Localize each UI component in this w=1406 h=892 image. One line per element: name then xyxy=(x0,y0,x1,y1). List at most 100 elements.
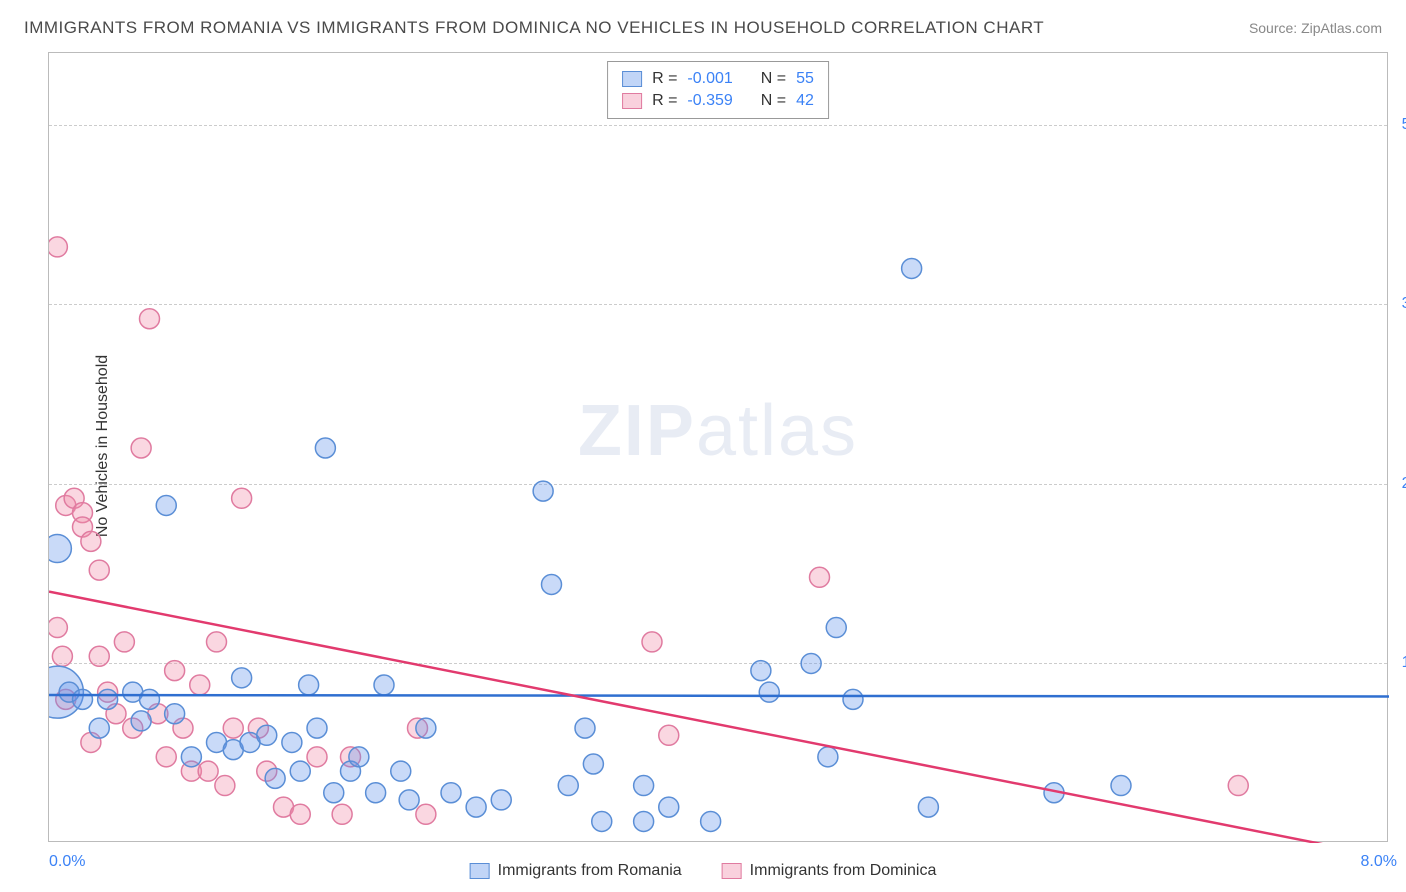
trend-line-romania xyxy=(49,695,1389,696)
data-point-romania xyxy=(290,761,310,781)
data-point-romania xyxy=(374,675,394,695)
data-point-dominica xyxy=(332,804,352,824)
data-point-romania xyxy=(265,768,285,788)
source-prefix: Source: xyxy=(1249,20,1301,36)
data-point-dominica xyxy=(207,632,227,652)
y-tick-label: 12.5% xyxy=(1402,654,1406,672)
data-point-dominica xyxy=(1228,776,1248,796)
data-point-dominica xyxy=(223,718,243,738)
data-point-romania xyxy=(299,675,319,695)
series-legend: Immigrants from Romania Immigrants from … xyxy=(470,862,937,880)
y-tick-label: 25.0% xyxy=(1402,475,1406,493)
data-point-dominica xyxy=(198,761,218,781)
trend-line-dominica xyxy=(49,592,1389,843)
data-point-romania xyxy=(826,618,846,638)
data-point-dominica xyxy=(49,237,67,257)
data-point-romania xyxy=(759,682,779,702)
data-point-romania xyxy=(441,783,461,803)
data-point-dominica xyxy=(81,531,101,551)
source-attribution: Source: ZipAtlas.com xyxy=(1249,20,1382,36)
data-point-romania xyxy=(634,776,654,796)
data-point-romania xyxy=(533,481,553,501)
data-point-dominica xyxy=(307,747,327,767)
data-point-romania xyxy=(542,574,562,594)
data-point-romania xyxy=(257,725,277,745)
stats-legend: R = -0.001 N = 55 R = -0.359 N = 42 xyxy=(607,61,829,119)
r-label: R = xyxy=(652,90,677,112)
data-point-dominica xyxy=(140,309,160,329)
data-point-romania xyxy=(1111,776,1131,796)
data-point-romania xyxy=(399,790,419,810)
data-point-dominica xyxy=(232,488,252,508)
data-point-romania xyxy=(181,747,201,767)
data-point-romania xyxy=(165,704,185,724)
legend-item-dominica: Immigrants from Dominica xyxy=(722,862,937,880)
data-point-romania xyxy=(491,790,511,810)
data-point-romania xyxy=(232,668,252,688)
data-point-dominica xyxy=(131,438,151,458)
data-point-romania xyxy=(843,689,863,709)
data-point-romania xyxy=(282,732,302,752)
n-value-romania: 55 xyxy=(796,68,814,90)
data-point-romania xyxy=(659,797,679,817)
data-point-dominica xyxy=(290,804,310,824)
data-point-romania xyxy=(466,797,486,817)
data-point-romania xyxy=(324,783,344,803)
data-point-dominica xyxy=(215,776,235,796)
data-point-romania xyxy=(315,438,335,458)
y-tick-label: 50.0% xyxy=(1402,116,1406,134)
scatter-chart xyxy=(49,53,1389,843)
x-axis-max-label: 8.0% xyxy=(1361,853,1397,871)
data-point-dominica xyxy=(89,560,109,580)
legend-label-romania: Immigrants from Romania xyxy=(498,862,682,880)
data-point-romania xyxy=(73,689,93,709)
n-label: N = xyxy=(761,90,786,112)
data-point-dominica xyxy=(89,646,109,666)
swatch-dominica xyxy=(722,863,742,879)
data-point-dominica xyxy=(165,661,185,681)
y-tick-label: 37.5% xyxy=(1402,295,1406,313)
data-point-romania xyxy=(366,783,386,803)
data-point-romania xyxy=(391,761,411,781)
swatch-dominica xyxy=(622,93,642,109)
data-point-romania xyxy=(349,747,369,767)
data-point-romania xyxy=(558,776,578,796)
data-point-romania xyxy=(634,811,654,831)
data-point-romania xyxy=(592,811,612,831)
r-value-romania: -0.001 xyxy=(687,68,732,90)
data-point-romania xyxy=(701,811,721,831)
n-label: N = xyxy=(761,68,786,90)
data-point-romania xyxy=(416,718,436,738)
data-point-romania xyxy=(583,754,603,774)
data-point-romania xyxy=(818,747,838,767)
data-point-romania xyxy=(307,718,327,738)
data-point-dominica xyxy=(190,675,210,695)
swatch-romania xyxy=(470,863,490,879)
data-point-dominica xyxy=(416,804,436,824)
source-link[interactable]: ZipAtlas.com xyxy=(1301,20,1382,36)
stats-row-dominica: R = -0.359 N = 42 xyxy=(622,90,814,112)
x-axis-min-label: 0.0% xyxy=(49,853,85,871)
data-point-dominica xyxy=(156,747,176,767)
data-point-romania xyxy=(98,689,118,709)
data-point-dominica xyxy=(52,646,72,666)
data-point-romania xyxy=(751,661,771,681)
data-point-dominica xyxy=(810,567,830,587)
data-point-romania xyxy=(801,653,821,673)
legend-label-dominica: Immigrants from Dominica xyxy=(750,862,937,880)
n-value-dominica: 42 xyxy=(796,90,814,112)
data-point-dominica xyxy=(659,725,679,745)
data-point-romania xyxy=(89,718,109,738)
swatch-romania xyxy=(622,71,642,87)
chart-title: IMMIGRANTS FROM ROMANIA VS IMMIGRANTS FR… xyxy=(24,18,1044,38)
data-point-dominica xyxy=(114,632,134,652)
r-label: R = xyxy=(652,68,677,90)
data-point-dominica xyxy=(642,632,662,652)
r-value-dominica: -0.359 xyxy=(687,90,732,112)
data-point-romania xyxy=(140,689,160,709)
data-point-romania xyxy=(575,718,595,738)
data-point-romania xyxy=(49,535,71,563)
data-point-romania xyxy=(131,711,151,731)
data-point-romania xyxy=(918,797,938,817)
stats-row-romania: R = -0.001 N = 55 xyxy=(622,68,814,90)
